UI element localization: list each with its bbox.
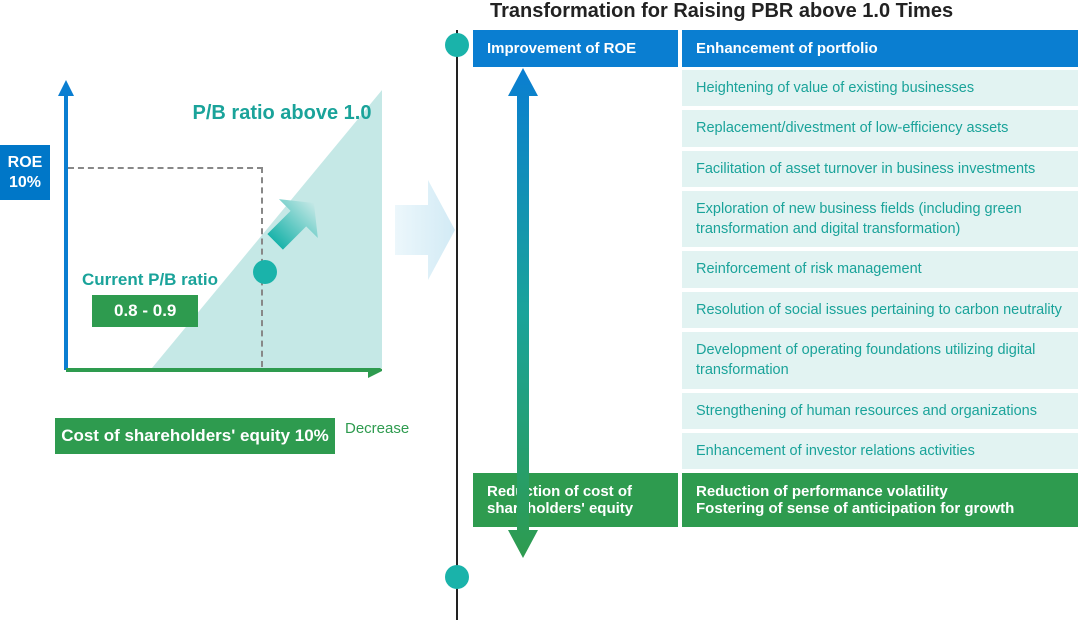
table-row: Reinforcement of risk management xyxy=(682,251,1078,287)
pbr-above-label: P/B ratio above 1.0 xyxy=(192,100,372,126)
footer-left: Reduction of cost of shareholders' equit… xyxy=(473,473,678,527)
section-title: Transformation for Raising PBR above 1.0… xyxy=(490,0,953,23)
current-guide-lines xyxy=(68,167,263,367)
table-row: Facilitation of asset turnover in busine… xyxy=(682,151,1078,187)
roe-value: 10% xyxy=(9,173,41,193)
current-pbr-value: 0.8 - 0.9 xyxy=(92,295,198,327)
timeline-dot-bottom xyxy=(445,565,469,589)
table-row: Development of operating foundations uti… xyxy=(682,332,1078,389)
footer-right-line1: Reduction of performance volatility xyxy=(696,483,1064,500)
roe-badge: ROE 10% xyxy=(0,145,50,200)
table-body: Heightening of value of existing busines… xyxy=(473,70,1078,469)
roe-label: ROE xyxy=(8,153,43,173)
decrease-label: Decrease xyxy=(345,420,409,437)
chart-body: P/B ratio above 1.0 Current P/B ratio 0.… xyxy=(52,80,382,410)
cost-of-equity-box: Cost of shareholders' equity 10% xyxy=(55,418,335,454)
pbr-chart: ROE 10% P/B ratio above 1.0 Current P/B … xyxy=(0,80,420,500)
table-row: Heightening of value of existing busines… xyxy=(682,70,1078,106)
header-left: Improvement of ROE xyxy=(473,30,678,67)
timeline-dot-top xyxy=(445,33,469,57)
current-point xyxy=(253,260,277,284)
table-row: Replacement/divestment of low-efficiency… xyxy=(682,110,1078,146)
current-pbr-label: Current P/B ratio xyxy=(82,270,218,290)
table-row: Resolution of social issues pertaining t… xyxy=(682,292,1078,328)
timeline-line xyxy=(456,30,458,620)
footer-right-line2: Fostering of sense of anticipation for g… xyxy=(696,500,1064,517)
table-footer-row: Reduction of cost of shareholders' equit… xyxy=(473,473,1078,527)
table-header-row: Improvement of ROE Enhancement of portfo… xyxy=(473,30,1078,67)
header-right: Enhancement of portfolio xyxy=(682,30,1078,67)
table-row: Enhancement of investor relations activi… xyxy=(682,433,1078,469)
table-row: Exploration of new business fields (incl… xyxy=(682,191,1078,248)
footer-right: Reduction of performance volatility Fost… xyxy=(682,473,1078,527)
table-row: Strengthening of human resources and org… xyxy=(682,393,1078,429)
transformation-table: Improvement of ROE Enhancement of portfo… xyxy=(473,30,1078,530)
double-arrow-icon xyxy=(508,68,538,558)
